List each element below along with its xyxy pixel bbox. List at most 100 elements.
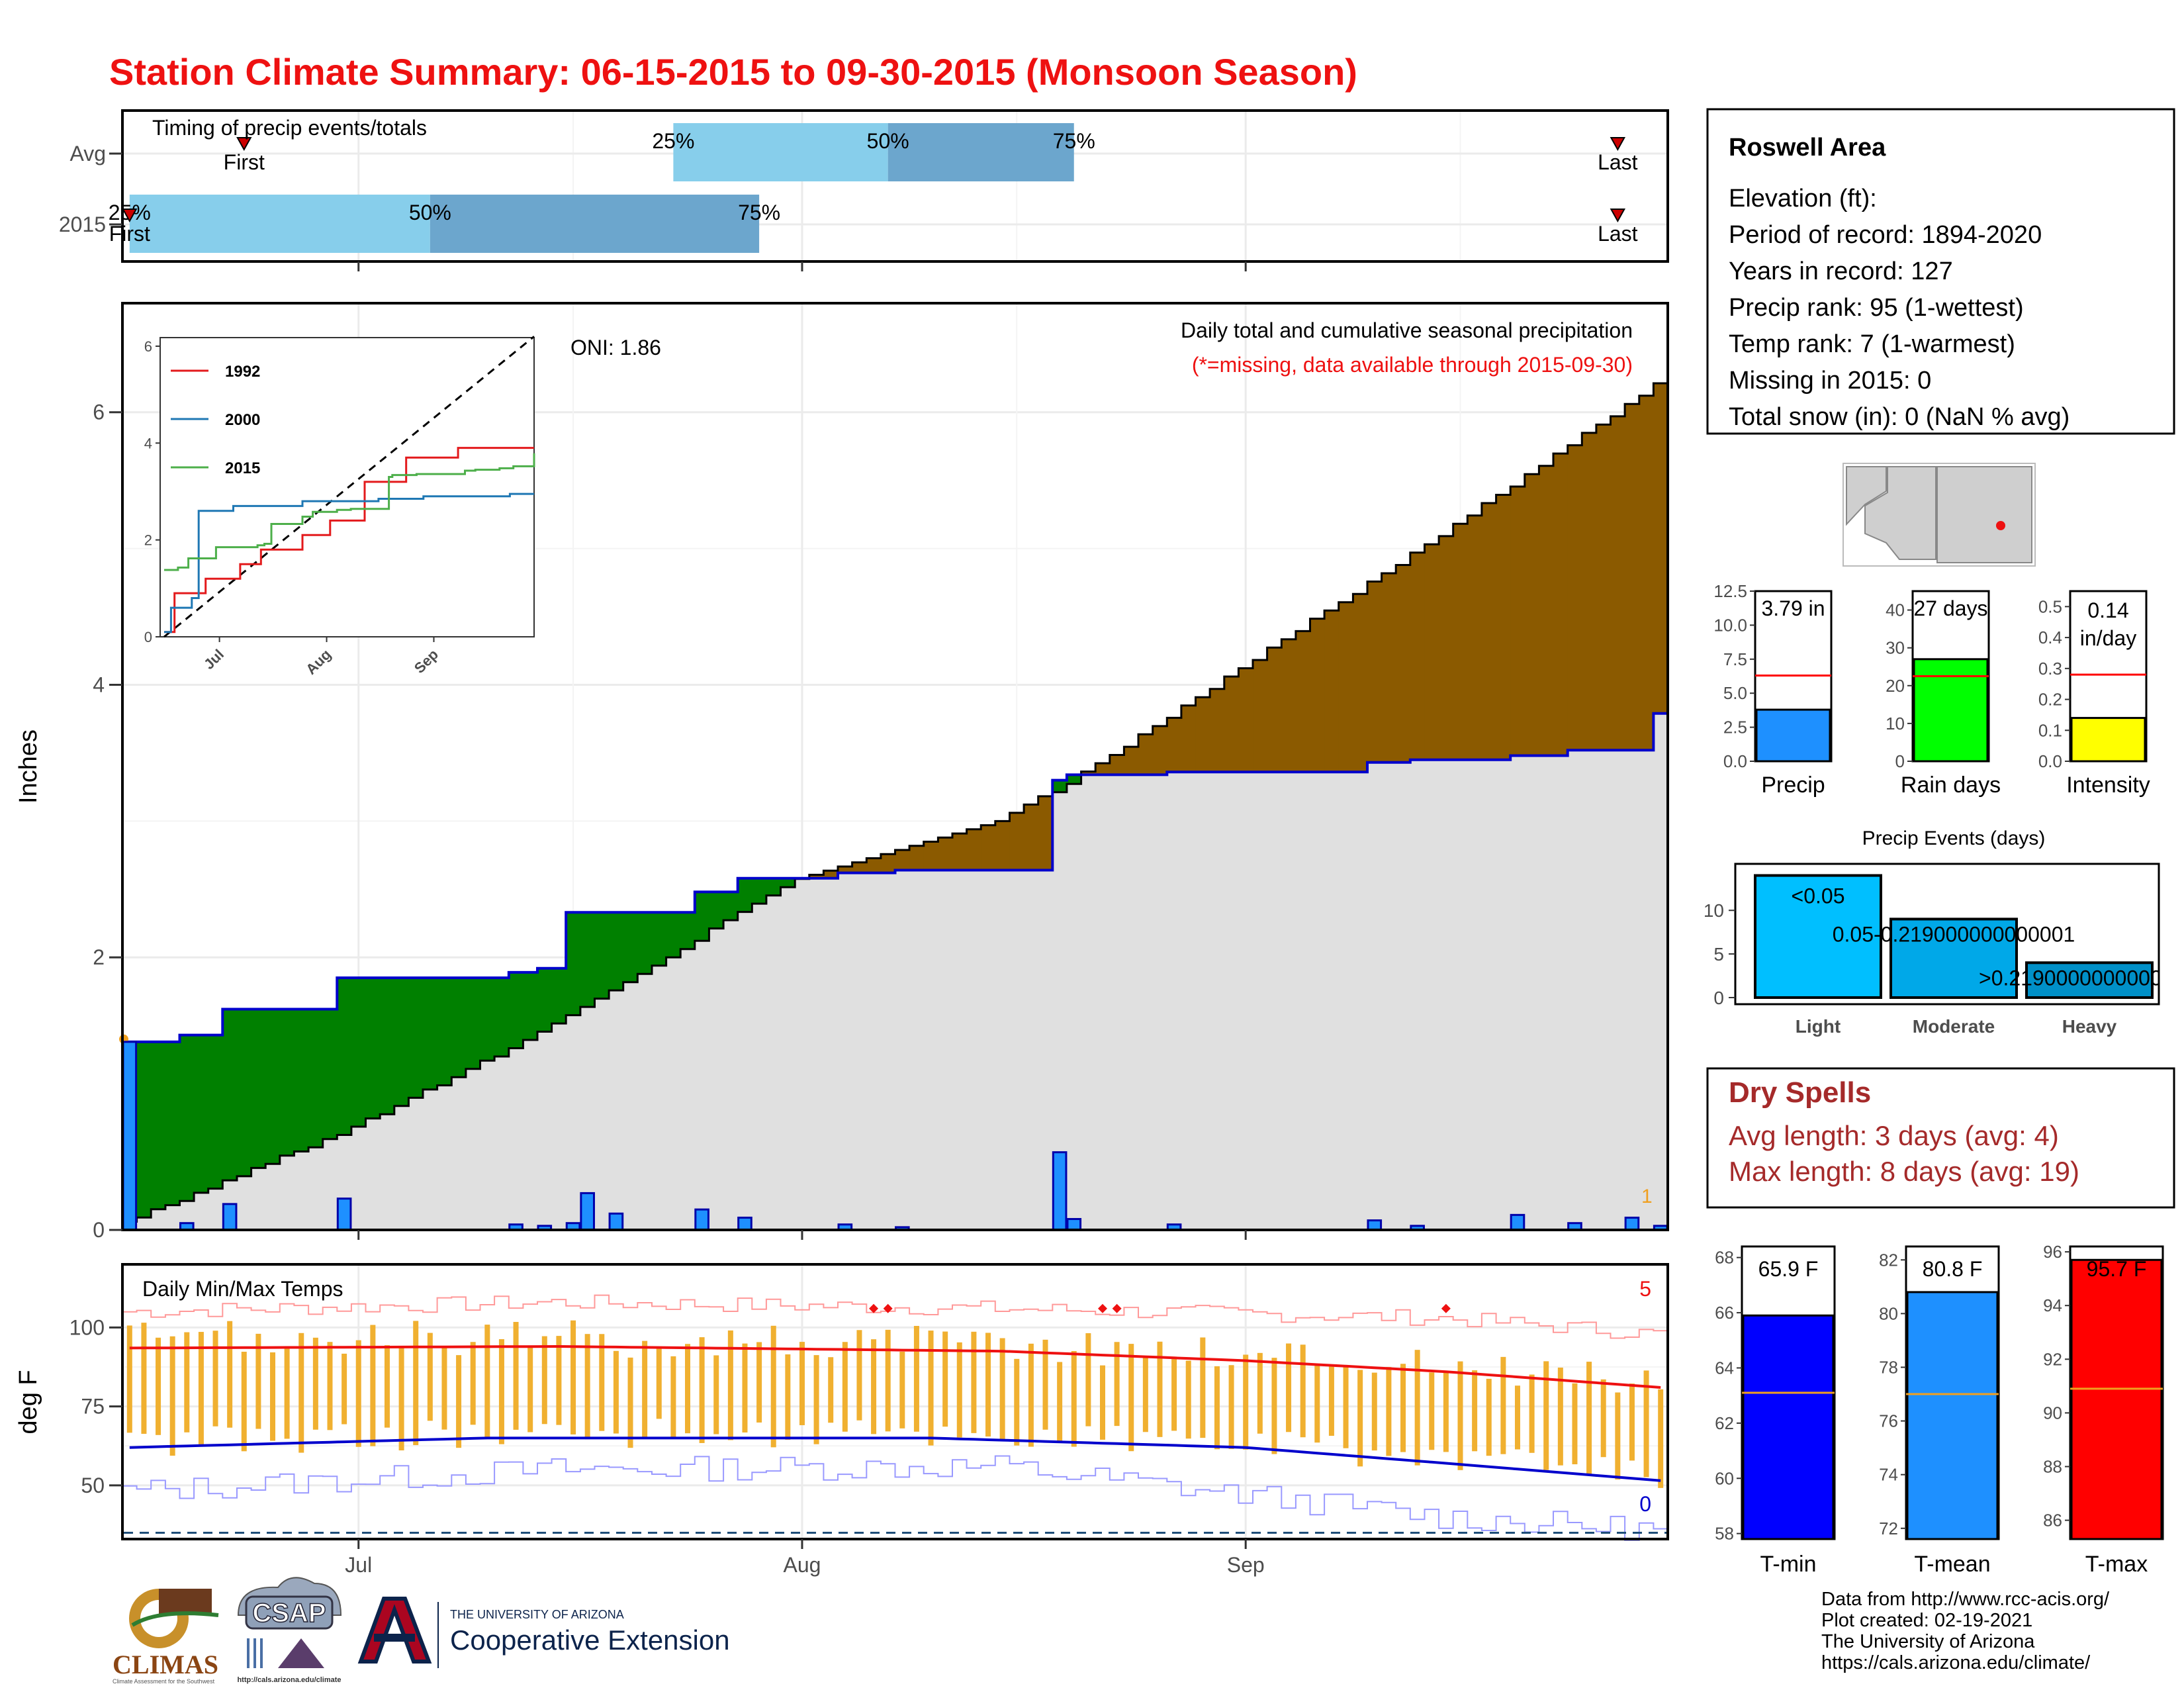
daily-temp-range-bar <box>141 1323 147 1434</box>
temp-bar-t-max <box>2070 1258 2163 1540</box>
cumulative-normal-fill <box>923 870 938 1230</box>
last-event-label: Last <box>1598 150 1638 174</box>
daily-temp-range-bar <box>1472 1370 1478 1452</box>
cumulative-difference-fill <box>1295 631 1311 773</box>
mini-bar-tick-label: 10 <box>1886 714 1905 733</box>
cumulative-normal-fill <box>1553 755 1569 1230</box>
temp-bar-tick-label: 86 <box>2043 1511 2062 1530</box>
daily-temp-range-bar <box>1071 1351 1077 1447</box>
credit-line: Data from http://www.rcc-acis.org/ <box>1821 1589 2110 1610</box>
cumulative-difference-fill <box>566 912 581 1015</box>
cumulative-difference-fill <box>251 1009 266 1168</box>
daily-precip-bar <box>694 1208 709 1231</box>
daily-temp-range-bar <box>1028 1343 1034 1447</box>
cumulative-normal-fill <box>265 1164 281 1230</box>
daily-temp-range-bar <box>1586 1362 1592 1476</box>
mini-bar-value: 0.14 <box>2087 598 2128 622</box>
daily-temp-range-bar <box>1572 1383 1578 1465</box>
temp-bar-tick-label: 80 <box>1879 1303 1898 1323</box>
cumulative-difference-fill <box>1253 660 1268 773</box>
cumulative-normal-fill <box>1124 774 1139 1230</box>
inset-ytick-label: 0 <box>144 629 152 645</box>
cumulative-normal-fill <box>809 878 824 1230</box>
daily-temp-range-bar <box>384 1345 390 1428</box>
cumulative-normal-fill <box>308 1147 324 1230</box>
precip-ylabel: Inches <box>15 729 42 804</box>
timing-q2-bar <box>430 195 760 253</box>
cumulative-difference-fill <box>780 878 796 888</box>
cumulative-normal-fill <box>838 872 853 1230</box>
daily-temp-range-bar <box>370 1325 376 1446</box>
cumulative-difference-fill <box>938 837 953 870</box>
dry-spells-box: Dry Spells Avg length: 3 days (avg: 4) M… <box>1706 1067 2175 1209</box>
cumulative-difference-fill <box>451 978 467 1078</box>
cumulative-normal-fill <box>666 957 681 1230</box>
daily-precip-bar <box>1052 1151 1068 1231</box>
cumulative-difference-fill <box>1238 668 1253 773</box>
mini-bar-tick-label: 0.0 <box>2038 751 2062 771</box>
daily-temp-range-bar <box>126 1325 132 1433</box>
cumulative-difference-fill <box>981 825 996 870</box>
cumulative-difference-fill <box>1639 395 1654 751</box>
daily-temp-range-bar <box>255 1333 261 1429</box>
cumulative-normal-fill <box>1281 772 1297 1230</box>
precip-event-category: Moderate <box>1913 1016 1995 1037</box>
cumulative-difference-fill <box>1539 465 1554 756</box>
cumulative-difference-fill <box>523 972 538 1041</box>
daily-temp-range-bar <box>427 1333 433 1421</box>
daily-precip-bar <box>608 1212 624 1231</box>
cumulative-difference-fill <box>880 854 896 873</box>
daily-temp-range-bar <box>1429 1372 1435 1450</box>
cumulative-difference-fill <box>494 978 510 1056</box>
daily-temp-range-bar <box>184 1332 190 1432</box>
cumulative-normal-fill <box>623 982 638 1230</box>
cumulative-difference-fill <box>179 1035 195 1201</box>
precip-event-bar-label: 0.05-0.219000000000001 <box>1833 922 2075 946</box>
cumulative-normal-fill <box>1066 784 1082 1230</box>
temp-bar-tick-label: 96 <box>2043 1242 2062 1262</box>
daily-temp-range-bar <box>1457 1361 1463 1470</box>
cumulative-difference-fill <box>208 1035 223 1189</box>
cumulative-difference-fill <box>1310 618 1325 773</box>
cumulative-difference-fill <box>236 1009 252 1176</box>
temp-bar-tick-label: 66 <box>1715 1303 1734 1323</box>
daily-temp-range-bar <box>1343 1366 1349 1448</box>
precip-events-title: Precip Events (days) <box>1862 827 2046 849</box>
credits: Data from http://www.rcc-acis.org/ Plot … <box>1821 1589 2110 1673</box>
mini-bar-tick-label: 10.0 <box>1713 615 1747 635</box>
cumulative-difference-fill <box>1152 726 1167 775</box>
cumulative-difference-fill <box>423 978 438 1090</box>
daily-temp-range-bar <box>413 1321 419 1446</box>
cumulative-normal-fill <box>136 1217 152 1230</box>
mini-bar-tick-label: 2.5 <box>1723 718 1747 737</box>
timing-p75-label: 75% <box>738 201 780 224</box>
cumulative-normal-fill <box>236 1176 252 1230</box>
cumulative-normal-fill <box>1295 772 1311 1230</box>
temp-bar-tick-label: 94 <box>2043 1295 2062 1315</box>
inset-series-2000-line <box>164 492 534 633</box>
cumulative-normal-fill <box>1567 750 1582 1230</box>
cumulative-normal-fill <box>351 1127 367 1230</box>
cumulative-normal-fill <box>208 1188 223 1230</box>
credit-line: Plot created: 02-19-2021 <box>1821 1610 2032 1631</box>
temp-ytick-label: 50 <box>81 1474 105 1497</box>
temp-bar-value: 95.7 F <box>2087 1257 2147 1281</box>
cumulative-normal-fill <box>1424 759 1439 1230</box>
cumulative-normal-fill <box>780 887 796 1230</box>
temp-bar-t-mean <box>1906 1291 1999 1540</box>
timing-p25-label: 25% <box>652 129 694 153</box>
cumulative-difference-fill <box>1109 755 1125 775</box>
precip-events-chart: Precip Events (days) 0 5 10 Light Moderate He… <box>1704 827 2160 1037</box>
ua-logo: THE UNIVERSITY OF ARIZONA Cooperative Ex… <box>357 1597 730 1668</box>
cumulative-difference-fill <box>365 978 381 1119</box>
cumulative-difference-fill <box>666 912 681 958</box>
daily-temp-range-bar <box>298 1333 304 1453</box>
mini-bar-label: Intensity <box>2066 773 2150 798</box>
temp-bar-tick-label: 60 <box>1715 1468 1734 1488</box>
cumulative-difference-fill <box>380 978 395 1115</box>
temp-bar-tick-label: 58 <box>1715 1524 1734 1544</box>
daily-temp-range-bar <box>1658 1389 1664 1488</box>
daily-precip-bar <box>122 1041 138 1231</box>
daily-temp-range-bar <box>169 1336 175 1456</box>
